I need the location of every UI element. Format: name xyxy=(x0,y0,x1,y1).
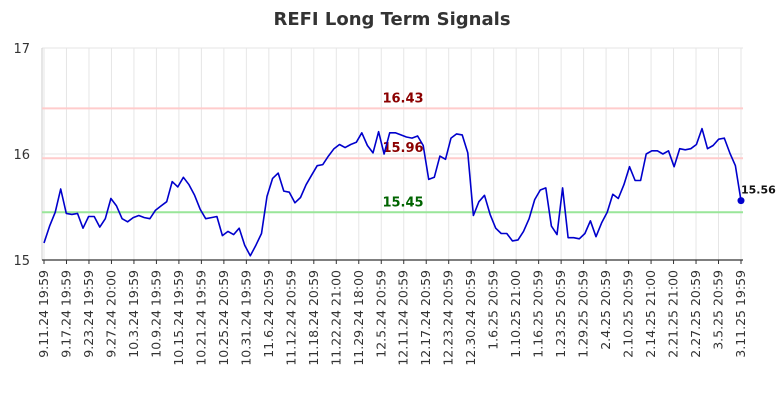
x-tick-label: 1.10.25 21:00 xyxy=(508,270,523,358)
x-tick-label: 10.21.24 19:59 xyxy=(193,270,208,366)
last-point-marker xyxy=(737,197,745,205)
x-tick-label: 11.6.24 20:59 xyxy=(261,270,276,358)
reference-line-label: 15.45 xyxy=(382,195,423,210)
x-tick-label: 11.22.24 21:00 xyxy=(328,270,343,366)
y-tick-label: 16 xyxy=(13,148,30,163)
series-group: 15.56 xyxy=(43,127,776,257)
series-line xyxy=(43,127,742,257)
x-tick-label: 12.17.24 20:59 xyxy=(418,270,433,366)
x-tick-label: 1.16.25 20:59 xyxy=(531,270,546,358)
x-tick-label: 2.10.25 20:59 xyxy=(621,270,636,358)
reference-line-label: 15.96 xyxy=(382,141,423,156)
last-value-label: 15.56 xyxy=(741,184,776,197)
x-tick-label: 10.25.24 20:59 xyxy=(216,270,231,366)
x-tick-labels: 9.11.24 19:59 9.17.24 19:59 9.23.24 19:59 9… xyxy=(36,270,748,366)
x-tick-label: 10.3.24 19:59 xyxy=(126,270,141,358)
x-tick-label: 10.31.24 19:59 xyxy=(238,270,253,366)
x-tick-label: 2.4.25 20:59 xyxy=(598,270,613,350)
x-tick-label: 10.15.24 19:59 xyxy=(171,270,186,366)
x-tick-label: 9.23.24 19:59 xyxy=(81,270,96,358)
x-tick-label: 2.21.25 21:00 xyxy=(666,270,681,358)
x-tick-label: 12.23.24 20:59 xyxy=(441,270,456,366)
x-tick-label: 9.27.24 20:00 xyxy=(103,270,118,358)
reference-lines: 16.43 15.96 15.45 xyxy=(42,91,743,214)
x-tick-label: 10.9.24 19:59 xyxy=(148,270,163,358)
x-tick-label: 12.30.24 20:59 xyxy=(463,270,478,366)
x-tick-label: 2.14.25 21:00 xyxy=(643,270,658,358)
x-tick-label: 11.29.24 18:00 xyxy=(351,270,366,366)
x-tick-label: 12.11.24 20:59 xyxy=(396,270,411,366)
x-tick-label: 11.12.24 20:59 xyxy=(283,270,298,366)
x-tick-label: 1.29.25 20:59 xyxy=(576,270,591,358)
x-tick-label: 1.6.25 20:59 xyxy=(486,270,501,350)
x-tick-label: 1.23.25 20:59 xyxy=(553,270,568,358)
x-tick-label: 3.5.25 20:59 xyxy=(711,270,726,350)
y-tick-label: 17 xyxy=(13,42,30,57)
reference-line-label: 16.43 xyxy=(382,91,423,106)
grid xyxy=(42,47,743,261)
x-tick-label: 3.11.25 19:59 xyxy=(733,270,748,358)
axes xyxy=(41,48,743,264)
x-tick-label: 12.5.24 20:59 xyxy=(373,270,388,358)
x-tick-label: 11.18.24 20:59 xyxy=(306,270,321,366)
x-tick-label: 2.27.25 20:59 xyxy=(688,270,703,358)
chart-title: REFI Long Term Signals xyxy=(273,9,510,30)
y-tick-label: 15 xyxy=(13,254,30,269)
x-tick-label: 9.17.24 19:59 xyxy=(58,270,73,358)
y-tick-labels: 15 16 17 xyxy=(13,42,30,269)
x-tick-label: 9.11.24 19:59 xyxy=(36,270,51,358)
